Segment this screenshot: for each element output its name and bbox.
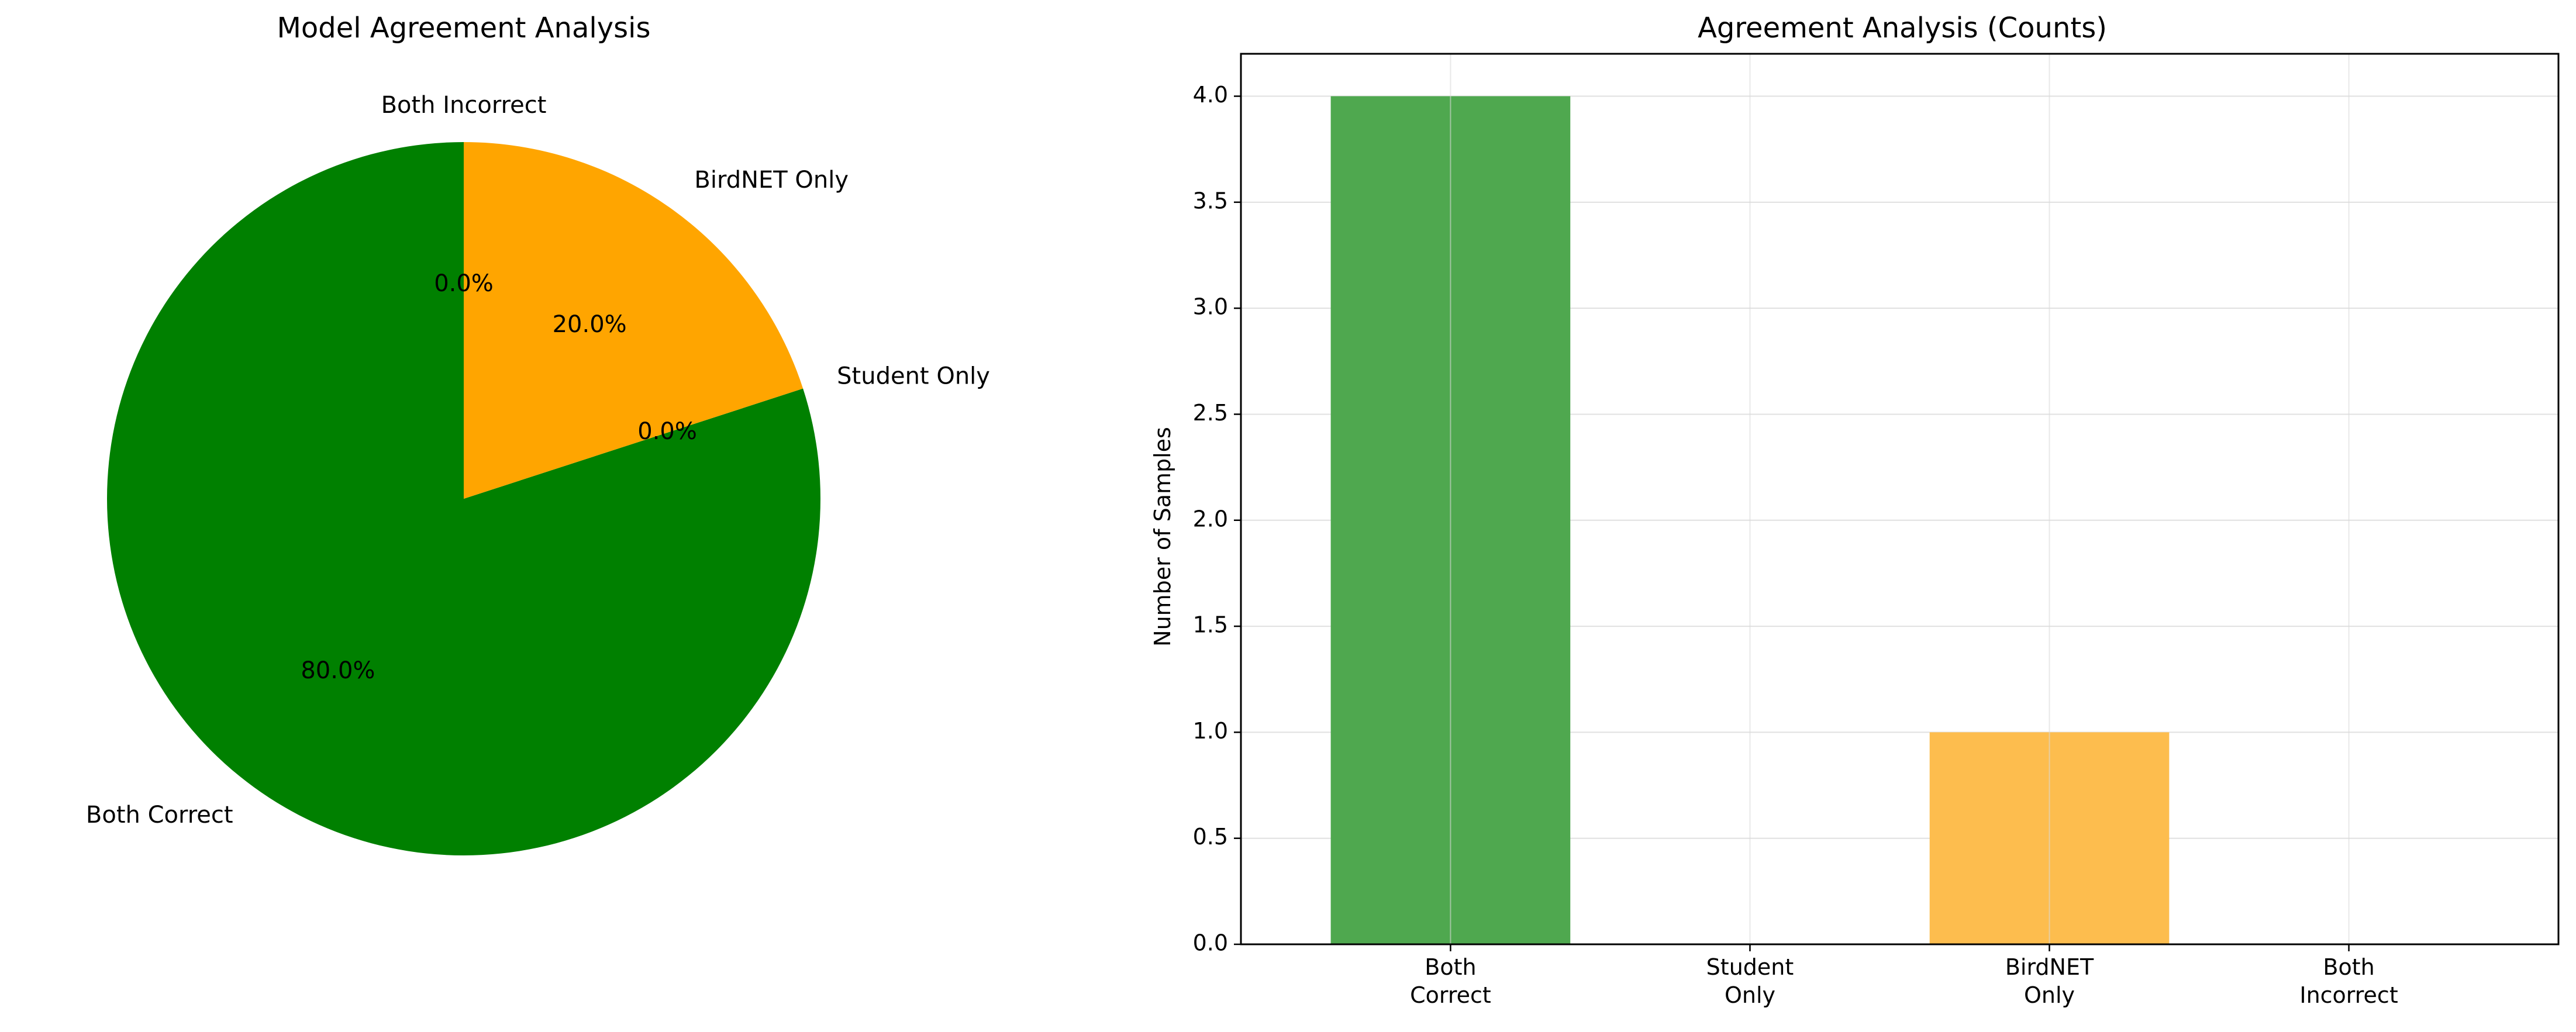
pie-chart-panel: Model Agreement Analysis Both Correct 80.…: [86, 12, 990, 856]
pie-percent-student-only: 0.0%: [637, 418, 697, 445]
pie-label-student-only: Student Only: [837, 363, 990, 390]
y-tick-label: 3.5: [1193, 188, 1228, 213]
pie-label-both-correct: Both Correct: [86, 802, 233, 829]
pie-percent-both-correct: 80.0%: [301, 657, 375, 684]
bar-vertical-gridlines: [1450, 54, 2350, 944]
x-tick-label-birdnet-only: BirdNET Only: [2005, 954, 2094, 1008]
bar-chart-panel: Agreement Analysis (Counts) 0.0 0.5 1.0 1.5…: [1150, 12, 2560, 1008]
pie-label-both-incorrect: Both Incorrect: [381, 92, 547, 119]
y-tick-label: 2.5: [1193, 400, 1228, 426]
y-tick-label: 0.0: [1193, 930, 1228, 956]
bar-y-axis-label: Number of Samples: [1150, 427, 1175, 647]
bar-x-ticks: Both Correct Student Only BirdNET Only Both Inc…: [1410, 944, 2398, 1008]
pie-slice-birdnet-only: [464, 142, 804, 499]
bar-axes-frame: [1240, 53, 2560, 945]
pie-percent-both-incorrect: 0.0%: [434, 270, 494, 297]
y-tick-label: 4.0: [1193, 82, 1228, 108]
y-tick-label: 1.5: [1193, 612, 1228, 638]
pie-chart-title: Model Agreement Analysis: [277, 12, 651, 44]
pie-labels: Both Correct 80.0% Student Only 0.0% BirdNET…: [86, 92, 990, 829]
y-tick-label: 0.5: [1193, 824, 1228, 850]
x-tick-label-student-only: Student Only: [1706, 954, 1794, 1008]
y-tick-label: 1.0: [1193, 718, 1228, 744]
x-tick-label-both-correct: Both Correct: [1410, 954, 1491, 1008]
bar-chart-title: Agreement Analysis (Counts): [1698, 12, 2107, 44]
bar-y-ticks: 0.0 0.5 1.0 1.5 2.0 2.5 3.0 3.5 4.0: [1193, 82, 1241, 956]
y-tick-label: 2.0: [1193, 506, 1228, 531]
pie-slice-both-correct: [107, 142, 821, 856]
y-tick-label: 3.0: [1193, 294, 1228, 320]
pie-slices: [107, 142, 821, 856]
pie-label-birdnet-only: BirdNET Only: [694, 167, 849, 194]
pie-percent-birdnet-only: 20.0%: [553, 311, 627, 338]
x-tick-label-both-incorrect: Both Incorrect: [2299, 954, 2398, 1008]
